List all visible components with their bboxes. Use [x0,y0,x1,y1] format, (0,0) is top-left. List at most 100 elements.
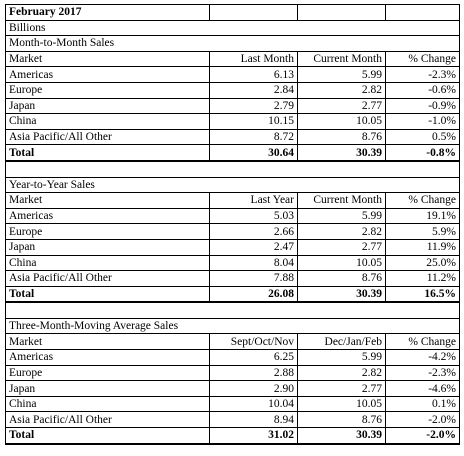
value-cell: 6.25 [209,349,298,366]
total-row: Total 30.64 30.39 -0.8% [5,144,460,162]
value-cell: 5.99 [297,349,386,366]
market-cell: Asia Pacific/All Other [5,270,210,287]
market-cell: Europe [5,223,210,240]
data-row: Americas 6.25 5.99 -4.2% [5,349,460,366]
value-cell: 2.66 [209,223,298,240]
total-value: 30.39 [297,427,386,445]
value-cell: 11.2% [385,270,460,287]
column-header: % Change [385,50,460,68]
value-cell: 6.13 [209,66,298,83]
value-cell: 7.88 [209,270,298,287]
unit: Billions [5,19,460,37]
column-header: Current Month [297,50,386,68]
market-cell: Japan [5,238,210,256]
data-row: Americas 6.13 5.99 -2.3% [5,66,460,83]
title: February 2017 [5,4,210,21]
data-row: China 10.04 10.05 0.1% [5,395,460,413]
market-cell: Asia Pacific/All Other [5,128,210,146]
column-header: Last Year [209,192,298,209]
value-cell: 8.76 [297,128,386,146]
value-cell: -2.0% [385,411,460,429]
total-value: 30.39 [297,144,386,162]
market-cell: China [5,395,210,413]
data-row: Europe 2.84 2.82 -0.6% [5,81,460,99]
value-cell: 10.05 [297,395,386,413]
market-cell: Europe [5,364,210,382]
total-value: 30.64 [209,144,298,162]
column-header: Market [5,50,210,68]
value-cell: 19.1% [385,207,460,225]
total-value: 30.39 [297,285,386,304]
value-cell: 5.99 [297,207,386,225]
header-row: Market Last Year Current Month% Change [5,192,460,209]
value-cell: 2.77 [297,238,386,256]
value-cell: 25.0% [385,254,460,272]
value-cell: 5.9% [385,223,460,240]
value-cell: 2.90 [209,380,298,397]
spacer [5,160,460,178]
market-cell: Japan [5,97,210,115]
market-cell: Americas [5,349,210,366]
data-row: Asia Pacific/All Other 7.88 8.76 11.2% [5,270,460,287]
total-value: 26.08 [209,285,298,304]
value-cell: 10.04 [209,395,298,413]
value-cell: 8.04 [209,254,298,272]
value-cell: -4.2% [385,349,460,366]
market-cell: Asia Pacific/All Other [5,411,210,429]
value-cell: -2.3% [385,66,460,83]
spacer-cell [5,160,460,178]
data-row: China 8.04 10.05 25.0% [5,254,460,272]
sales-table: February 2017 Billions Month-to-Month Sale… [5,4,460,445]
total-value: 16.5% [385,285,460,304]
market-cell: Americas [5,66,210,83]
value-cell: 2.88 [209,364,298,382]
section-title-row: Three-Month-Moving Average Sales [5,317,460,335]
value-cell: 10.15 [209,113,298,130]
spacer [5,301,460,319]
market-cell: Japan [5,380,210,397]
column-header: Sept/Oct/Nov [209,333,298,351]
column-header: Dec/Jan/Feb [297,333,386,351]
data-row: Japan 2.90 2.77 -4.6% [5,380,460,397]
data-row: China 10.15 10.05 -1.0% [5,113,460,130]
value-cell: 2.77 [297,97,386,115]
column-header: Market [5,192,210,209]
value-cell: 10.05 [297,113,386,130]
section-title: Year-to-Year Sales [5,176,460,194]
empty-cell [297,4,386,21]
market-cell: Europe [5,81,210,99]
column-header: % Change [385,192,460,209]
column-header: Last Month [209,50,298,68]
data-row: Europe 2.88 2.82 -2.3% [5,364,460,382]
value-cell: -1.0% [385,113,460,130]
title-row: February 2017 [5,4,460,21]
header-row: Market Sept/Oct/Nov Dec/Jan/Feb% Change [5,333,460,351]
value-cell: 11.9% [385,238,460,256]
value-cell: 2.79 [209,97,298,115]
market-cell: Americas [5,207,210,225]
total-value: -0.8% [385,144,460,162]
value-cell: 0.1% [385,395,460,413]
value-cell: 10.05 [297,254,386,272]
value-cell: -0.6% [385,81,460,99]
empty-cell [209,4,298,21]
unit-row: Billions [5,19,460,37]
section-title: Three-Month-Moving Average Sales [5,317,460,335]
value-cell: 2.82 [297,223,386,240]
value-cell: 2.82 [297,364,386,382]
total-row: Total 31.02 30.39 -2.0% [5,427,460,445]
column-header: Market [5,333,210,351]
total-value: -2.0% [385,427,460,445]
value-cell: -4.6% [385,380,460,397]
section-title: Month-to-Month Sales [5,35,460,52]
data-row: Europe 2.66 2.82 5.9% [5,223,460,240]
value-cell: 8.94 [209,411,298,429]
market-cell: China [5,254,210,272]
total-label: Total [5,144,210,162]
column-header: Current Month [297,192,386,209]
value-cell: -0.9% [385,97,460,115]
value-cell: 5.03 [209,207,298,225]
value-cell: -2.3% [385,364,460,382]
data-row: Americas 5.03 5.99 19.1% [5,207,460,225]
total-label: Total [5,285,210,304]
